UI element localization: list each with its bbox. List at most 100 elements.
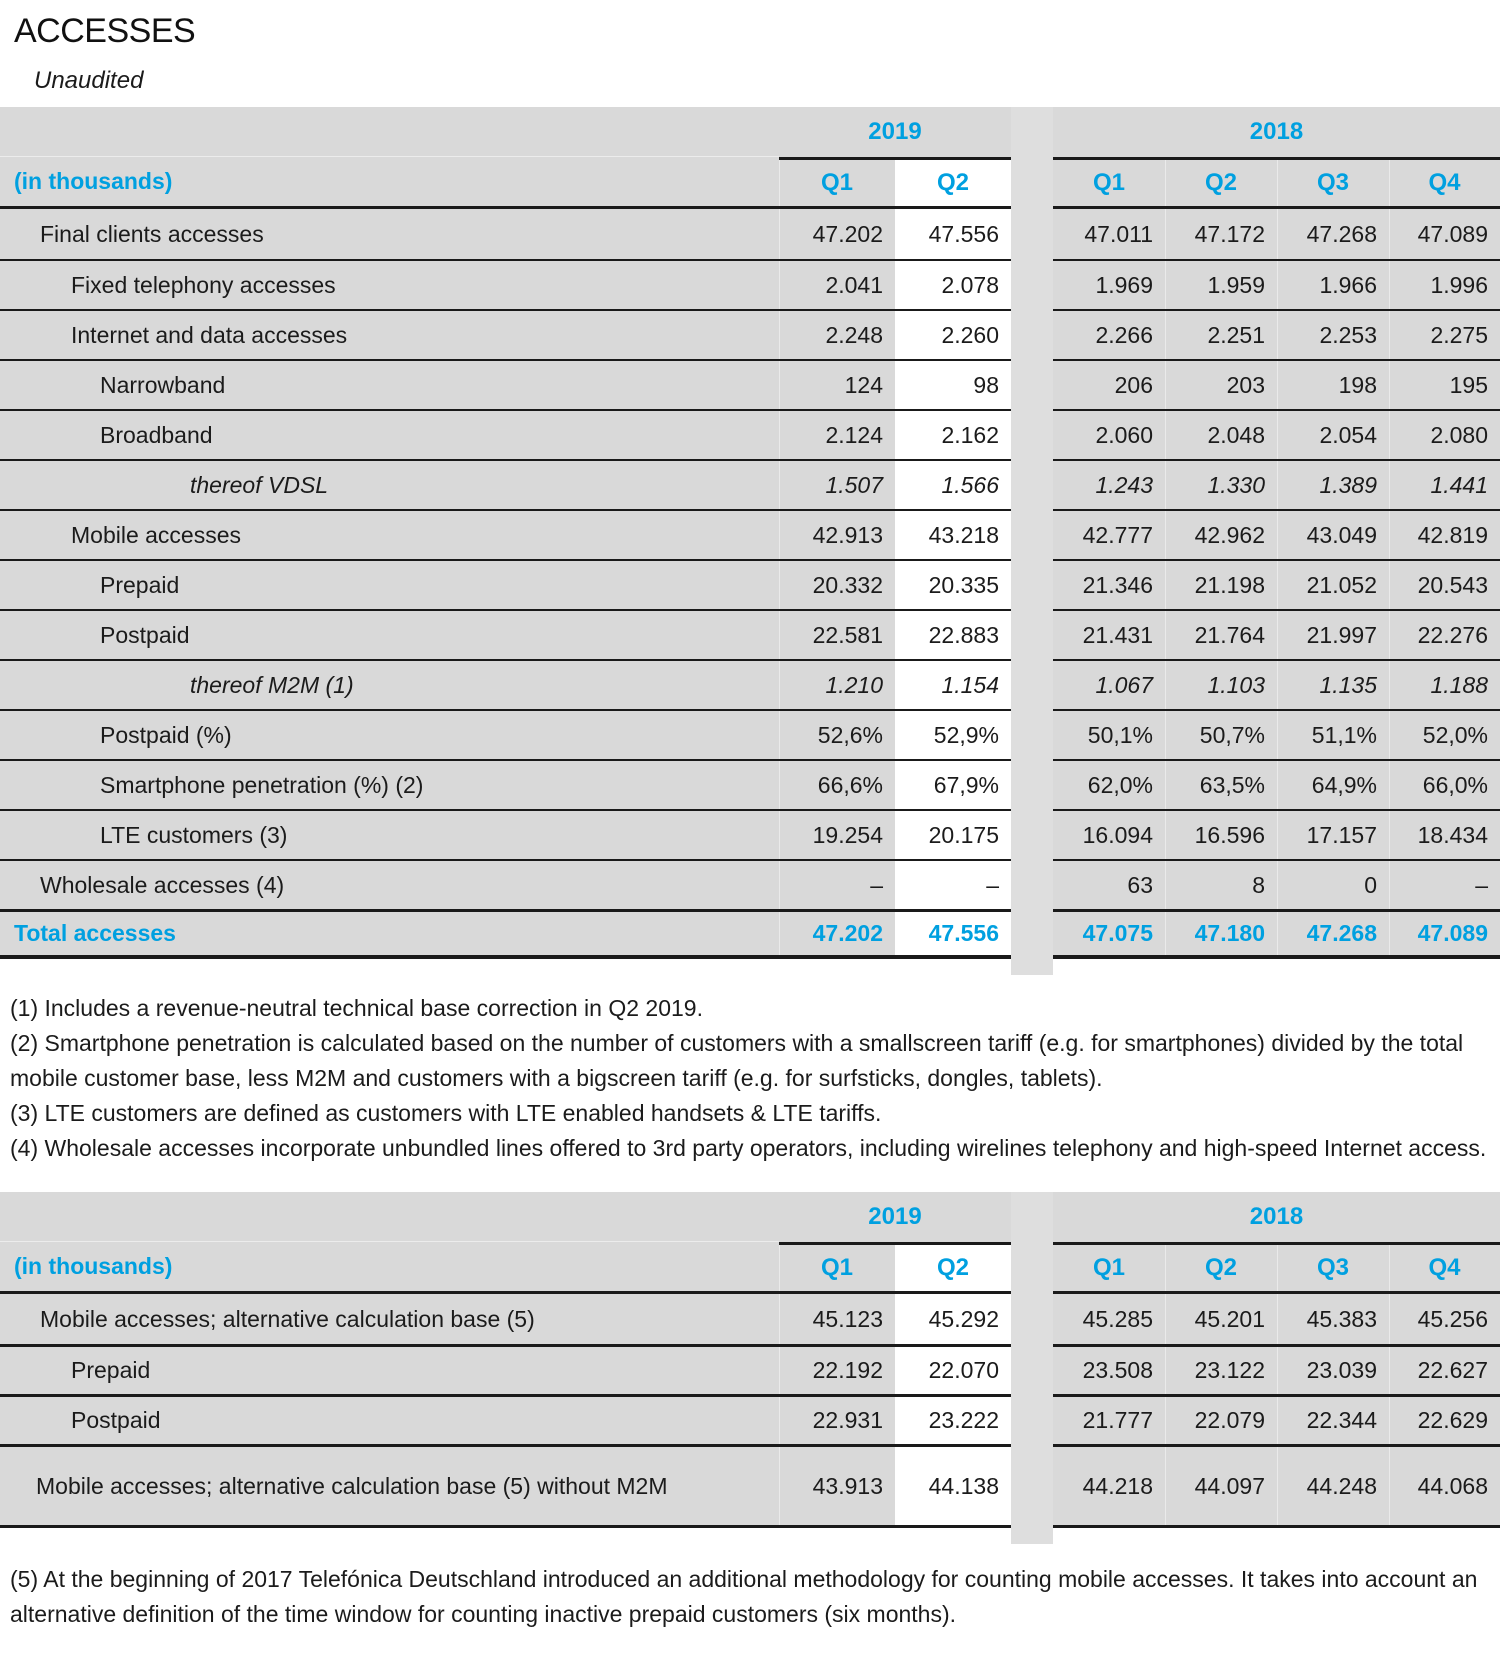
value-cell: 1.959 bbox=[1165, 259, 1277, 309]
value-cell: 22.883 bbox=[895, 609, 1011, 659]
row-label: Postpaid bbox=[0, 609, 779, 659]
value-cell: 42.777 bbox=[1053, 509, 1165, 559]
value-cell: 51,1% bbox=[1277, 709, 1389, 759]
row-label: Prepaid bbox=[0, 1344, 779, 1394]
value-cell: 1.330 bbox=[1165, 459, 1277, 509]
value-cell: 1.969 bbox=[1053, 259, 1165, 309]
row-label: Fixed telephony accesses bbox=[0, 259, 779, 309]
value-cell: 2.253 bbox=[1277, 309, 1389, 359]
footnote: (2) Smartphone penetration is calculated… bbox=[10, 1030, 1464, 1091]
quarter-header-2018-q4: Q4 bbox=[1389, 1242, 1500, 1294]
footnotes-group-2: (5) At the beginning of 2017 Telefónica … bbox=[0, 1562, 1500, 1632]
value-cell: 43.913 bbox=[779, 1444, 895, 1528]
alternative-calculation-table: 2019 2018 (in thousands) Q1 Q2 Q1 Q2 Q3 Q4 Mobile… bbox=[0, 1192, 1500, 1544]
value-cell: 23.508 bbox=[1053, 1344, 1165, 1394]
value-cell: 1.188 bbox=[1389, 659, 1500, 709]
column-gap-cell bbox=[1011, 309, 1053, 359]
year-header-row: 2019 2018 bbox=[0, 1192, 1500, 1242]
column-gap-cell bbox=[1011, 909, 1053, 959]
value-cell: 45.256 bbox=[1389, 1294, 1500, 1344]
value-cell: 45.292 bbox=[895, 1294, 1011, 1344]
quarter-header-2019-q2: Q2 bbox=[895, 157, 1011, 209]
value-cell: 44.097 bbox=[1165, 1444, 1277, 1528]
row-label: LTE customers (3) bbox=[0, 809, 779, 859]
value-cell: 47.172 bbox=[1165, 209, 1277, 259]
quarter-header-2018-q1: Q1 bbox=[1053, 157, 1165, 209]
table-row: Broadband 2.124 2.162 2.060 2.048 2.054 2.080 bbox=[0, 409, 1500, 459]
value-cell: 2.078 bbox=[895, 259, 1011, 309]
value-cell: 2.080 bbox=[1389, 409, 1500, 459]
value-cell: 22.079 bbox=[1165, 1394, 1277, 1444]
value-cell: 2.054 bbox=[1277, 409, 1389, 459]
value-cell: 17.157 bbox=[1277, 809, 1389, 859]
value-cell: 42.913 bbox=[779, 509, 895, 559]
year-header-row: 2019 2018 bbox=[0, 107, 1500, 157]
table-row: Mobile accesses; alternative calculation… bbox=[0, 1444, 1500, 1528]
value-cell: 22.627 bbox=[1389, 1344, 1500, 1394]
year-header-2018: 2018 bbox=[1053, 1192, 1500, 1242]
value-cell: 124 bbox=[779, 359, 895, 409]
value-cell: 52,9% bbox=[895, 709, 1011, 759]
value-cell: 44.068 bbox=[1389, 1444, 1500, 1528]
column-gap-cell bbox=[1011, 859, 1053, 909]
value-cell: 52,0% bbox=[1389, 709, 1500, 759]
value-cell: 1.103 bbox=[1165, 659, 1277, 709]
column-gap-cell bbox=[1011, 359, 1053, 409]
value-cell: 2.260 bbox=[895, 309, 1011, 359]
value-cell: 47.202 bbox=[779, 909, 895, 959]
value-cell: 8 bbox=[1165, 859, 1277, 909]
column-gap-cell bbox=[1011, 259, 1053, 309]
column-gap-cell bbox=[1011, 659, 1053, 709]
column-gap-cell bbox=[1011, 1444, 1053, 1528]
footnote: (3) LTE customers are defined as custome… bbox=[10, 1100, 882, 1126]
value-cell: 2.162 bbox=[895, 409, 1011, 459]
page-subtitle: Unaudited bbox=[34, 67, 144, 94]
value-cell: 206 bbox=[1053, 359, 1165, 409]
quarter-header-2019-q1: Q1 bbox=[779, 1242, 895, 1294]
row-label-text: Mobile accesses; alternative calculation… bbox=[36, 1472, 668, 1499]
table-row: Mobile accesses 42.913 43.218 42.777 42.962 4… bbox=[0, 509, 1500, 559]
value-cell: 20.543 bbox=[1389, 559, 1500, 609]
value-cell: 44.218 bbox=[1053, 1444, 1165, 1528]
value-cell: 43.218 bbox=[895, 509, 1011, 559]
value-cell: 47.075 bbox=[1053, 909, 1165, 959]
column-gap-cell bbox=[1011, 1192, 1053, 1242]
row-label: Postpaid bbox=[0, 1394, 779, 1444]
value-cell: 21.764 bbox=[1165, 609, 1277, 659]
table-bottom-spacer bbox=[0, 1528, 1500, 1544]
value-cell: 47.180 bbox=[1165, 909, 1277, 959]
value-cell: 2.251 bbox=[1165, 309, 1277, 359]
column-gap-cell bbox=[1011, 609, 1053, 659]
value-cell: 195 bbox=[1389, 359, 1500, 409]
footnote: (5) At the beginning of 2017 Telefónica … bbox=[10, 1566, 1478, 1627]
value-cell: – bbox=[779, 859, 895, 909]
table-row: Total accesses 47.202 47.556 47.075 47.180 47… bbox=[0, 909, 1500, 959]
column-gap-cell bbox=[1011, 1344, 1053, 1394]
value-cell: 18.434 bbox=[1389, 809, 1500, 859]
value-cell: 50,1% bbox=[1053, 709, 1165, 759]
value-cell: 66,0% bbox=[1389, 759, 1500, 809]
quarter-header-2018-q2: Q2 bbox=[1165, 157, 1277, 209]
value-cell: 44.138 bbox=[895, 1444, 1011, 1528]
column-gap-cell bbox=[1011, 809, 1053, 859]
value-cell: 1.210 bbox=[779, 659, 895, 709]
value-cell: 63 bbox=[1053, 859, 1165, 909]
quarter-header-2019-q1: Q1 bbox=[779, 157, 895, 209]
quarter-header-row: (in thousands) Q1 Q2 Q1 Q2 Q3 Q4 bbox=[0, 1242, 1500, 1294]
value-cell: 20.175 bbox=[895, 809, 1011, 859]
column-gap-cell bbox=[1011, 759, 1053, 809]
column-gap-cell bbox=[1011, 459, 1053, 509]
value-cell: 20.335 bbox=[895, 559, 1011, 609]
quarter-header-2018-q1: Q1 bbox=[1053, 1242, 1165, 1294]
row-label: Smartphone penetration (%) (2) bbox=[0, 759, 779, 809]
row-label: thereof VDSL bbox=[0, 459, 779, 509]
value-cell: 0 bbox=[1277, 859, 1389, 909]
value-cell: 19.254 bbox=[779, 809, 895, 859]
row-label: Narrowband bbox=[0, 359, 779, 409]
value-cell: 21.777 bbox=[1053, 1394, 1165, 1444]
column-gap-cell bbox=[1011, 409, 1053, 459]
value-cell: 64,9% bbox=[1277, 759, 1389, 809]
column-gap-cell bbox=[1011, 1394, 1053, 1444]
value-cell: 2.048 bbox=[1165, 409, 1277, 459]
